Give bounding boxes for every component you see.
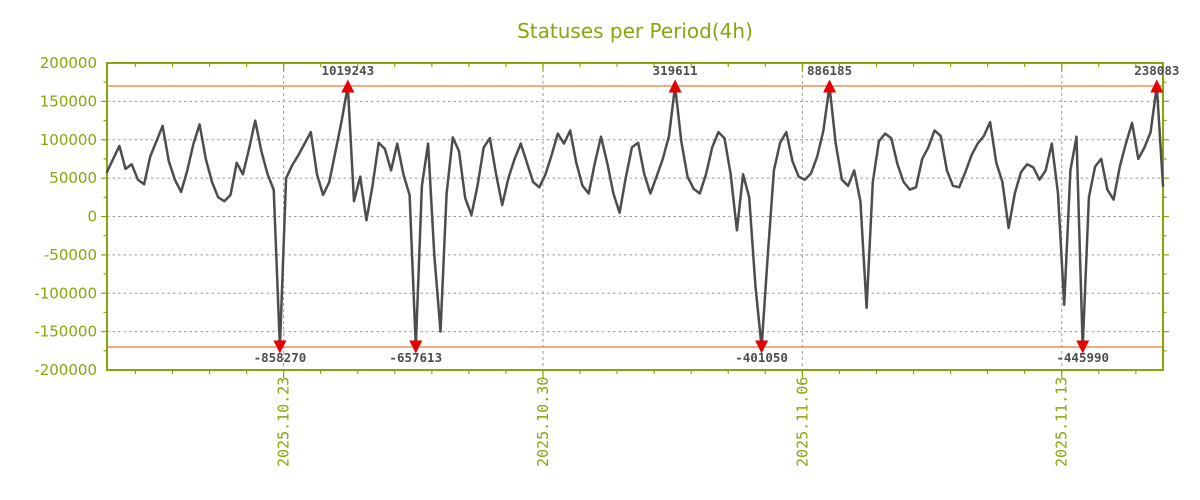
x-axis-date-label: 2025.11.13 [1053,377,1071,467]
trough-marker-icon [1076,340,1090,354]
trough-marker-icon [409,340,423,354]
y-axis-label: 0 [87,208,97,226]
series-line [105,84,1165,349]
x-axis-date-label: 2025.11.06 [793,377,811,467]
peak-value-label: 886185 [807,63,852,78]
trough-marker-icon [755,340,769,354]
plot-area: 200000 150000 100000 50000 0 -50000 -100000 -15… [34,54,1179,467]
peak-value-label: 238083 [1134,63,1179,78]
chart-title: Statuses per Period(4h) [517,19,753,43]
trough-marker-icon [273,340,287,354]
y-axis-label: 150000 [40,92,97,110]
y-axis-label: -150000 [34,323,97,341]
trough-value-label: -858270 [254,350,307,365]
peak-marker-icon [1150,79,1164,93]
trough-value-label: -401050 [735,350,788,365]
peak-marker-icon [341,79,355,93]
y-axis-label: 200000 [40,54,97,72]
y-axis-label: 50000 [49,169,97,187]
peak-value-label: 1019243 [321,63,374,78]
trough-value-label: -445990 [1056,350,1109,365]
peak-marker-icon [668,79,682,93]
x-axis-date-label: 2025.10.30 [534,377,552,467]
peak-marker-icon [823,79,837,93]
x-axis-date-label: 2025.10.23 [275,377,293,467]
peak-value-label: 319611 [653,63,698,78]
y-axis-label: -200000 [34,361,97,379]
y-axis-label: 100000 [40,131,97,149]
y-axis-label: -50000 [44,246,97,264]
y-axis-label: -100000 [34,284,97,302]
trough-value-label: -657613 [389,350,442,365]
